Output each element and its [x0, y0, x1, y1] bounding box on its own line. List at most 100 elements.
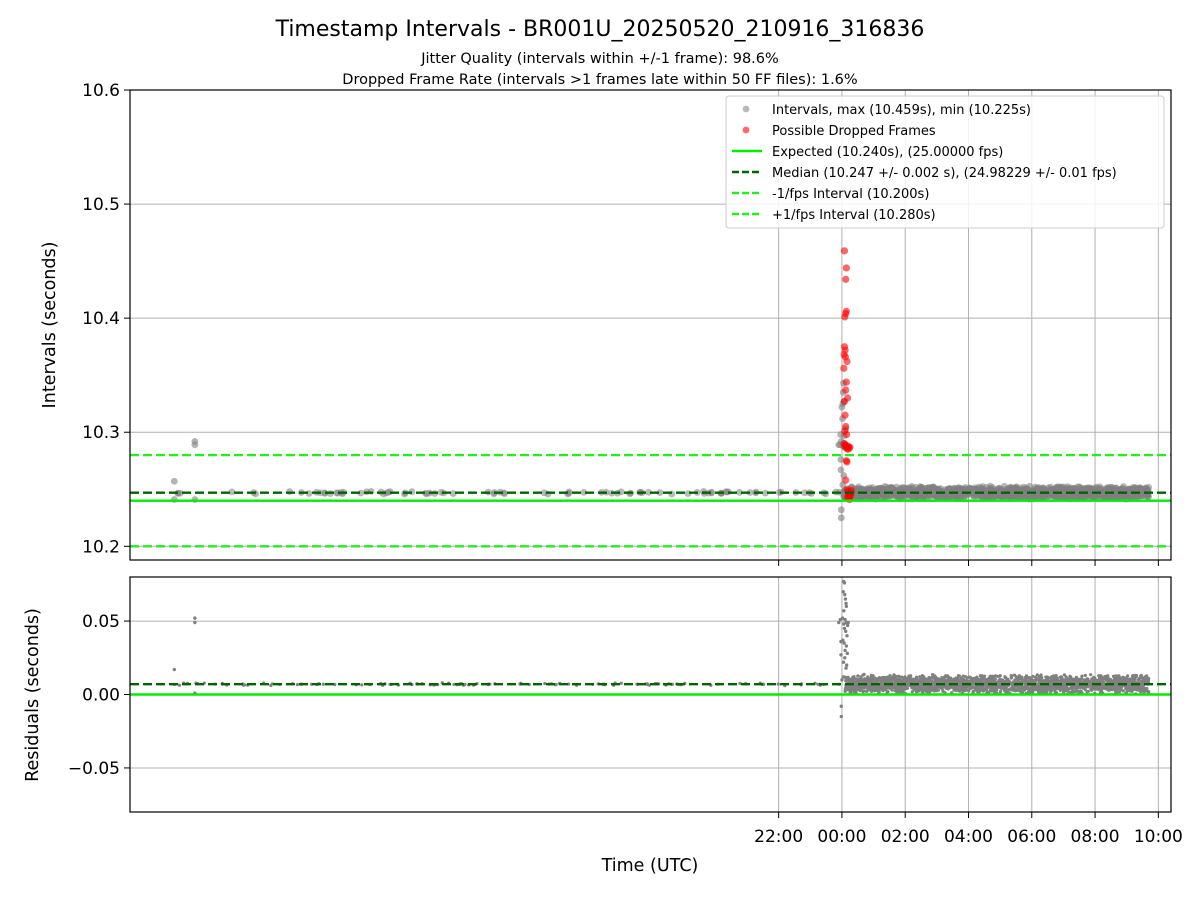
residual-point — [1115, 687, 1119, 691]
residual-point — [847, 688, 852, 692]
residual-point — [1121, 689, 1125, 693]
residual-point — [543, 681, 547, 686]
residual-point — [961, 674, 965, 678]
interval-point — [1008, 486, 1016, 494]
residual-point — [1037, 687, 1041, 691]
residual-point — [871, 677, 875, 681]
dropped-frame-point-5 — [841, 313, 849, 321]
interval-point — [909, 494, 916, 501]
residual-point — [1106, 674, 1110, 678]
x-tick-label-3: 04:00 — [944, 827, 993, 847]
residual-point — [954, 686, 958, 690]
dropped-frame-point-1 — [842, 264, 850, 272]
residual-point — [1072, 679, 1076, 684]
residual-point — [1071, 686, 1076, 691]
residual-point — [988, 675, 992, 679]
interval-point — [1126, 493, 1133, 500]
residual-point-35 — [839, 639, 843, 644]
dropped-frame-point-15 — [840, 397, 849, 406]
residual-point-0 — [172, 667, 176, 672]
residual-point — [893, 681, 897, 685]
residual-point — [941, 689, 945, 693]
top-ytick-label-2: 10.4 — [82, 309, 120, 329]
residual-point — [1023, 675, 1028, 679]
residual-point-28 — [844, 666, 848, 670]
residual-point — [897, 675, 902, 679]
residual-point — [463, 682, 467, 687]
residual-point — [952, 677, 956, 682]
residual-point — [1126, 674, 1130, 678]
residual-point-25 — [843, 648, 847, 653]
residual-point — [931, 676, 935, 680]
residual-point — [1086, 680, 1090, 684]
legend-label-2: Expected (10.240s), (25.00000 fps) — [772, 145, 1003, 160]
legend-label-3: Median (10.247 +/- 0.002 s), (24.98229 +… — [772, 166, 1117, 181]
interval-point-12 — [837, 514, 845, 522]
interval-point — [645, 488, 652, 496]
residual-point — [865, 689, 869, 693]
residual-point-24 — [842, 641, 846, 645]
interval-point — [989, 484, 997, 492]
residual-point — [1043, 686, 1048, 690]
residual-point — [934, 686, 938, 690]
residual-point — [1078, 685, 1082, 689]
residual-point-7 — [843, 592, 847, 597]
residual-point — [857, 677, 862, 681]
residual-point — [1051, 674, 1055, 678]
interval-point — [423, 490, 431, 498]
residual-point — [844, 679, 848, 683]
interval-point — [858, 485, 866, 493]
residual-point — [1119, 688, 1123, 692]
residual-point-16 — [843, 617, 847, 622]
dropped-frame-point-32 — [842, 476, 850, 484]
bottom-panel-ylabel: Residuals (seconds) — [23, 608, 43, 782]
residual-point — [889, 685, 894, 689]
interval-point-0 — [170, 477, 178, 485]
residual-point — [1097, 674, 1101, 678]
dropped-frame-point-31 — [843, 458, 851, 466]
residual-point — [1068, 675, 1073, 679]
residual-point — [1129, 685, 1133, 689]
interval-point-10 — [837, 466, 845, 474]
residual-point — [1145, 686, 1149, 691]
residual-point — [910, 686, 914, 690]
residual-point — [1001, 678, 1005, 683]
residual-point — [269, 683, 273, 688]
residual-point — [1038, 677, 1042, 681]
residual-point — [908, 676, 912, 680]
residual-point — [816, 682, 820, 686]
residual-point — [884, 685, 889, 689]
residual-point — [891, 675, 896, 679]
residual-point — [1010, 674, 1014, 678]
x-tick-label-0: 22:00 — [754, 827, 803, 847]
residual-point — [1016, 688, 1020, 692]
interval-point — [762, 489, 769, 497]
residual-point — [926, 676, 931, 681]
residual-point — [1020, 690, 1024, 694]
residual-point — [917, 684, 921, 689]
residual-point — [917, 680, 921, 684]
residual-point — [903, 675, 907, 679]
residual-point-33 — [839, 704, 843, 708]
residual-point — [989, 680, 993, 684]
residual-point — [923, 686, 927, 690]
x-tick-label-6: 10:00 — [1134, 827, 1183, 847]
residual-point — [1023, 678, 1027, 682]
residual-point-34 — [839, 714, 843, 719]
residual-point — [1080, 674, 1084, 678]
residual-point — [646, 683, 650, 687]
residual-point — [321, 682, 325, 686]
interval-point — [1055, 493, 1063, 501]
residual-point — [1085, 690, 1089, 694]
bottom-panel-reference-lines — [130, 683, 1171, 696]
residual-point — [1074, 689, 1078, 693]
residual-point — [908, 678, 912, 683]
residual-point-31 — [841, 675, 845, 679]
residual-point — [968, 675, 972, 680]
residual-point — [1143, 678, 1148, 682]
residual-point — [1086, 677, 1090, 681]
residual-point — [952, 688, 956, 692]
interval-point — [746, 489, 754, 496]
residual-point — [1044, 680, 1048, 684]
residual-point — [1055, 676, 1059, 681]
